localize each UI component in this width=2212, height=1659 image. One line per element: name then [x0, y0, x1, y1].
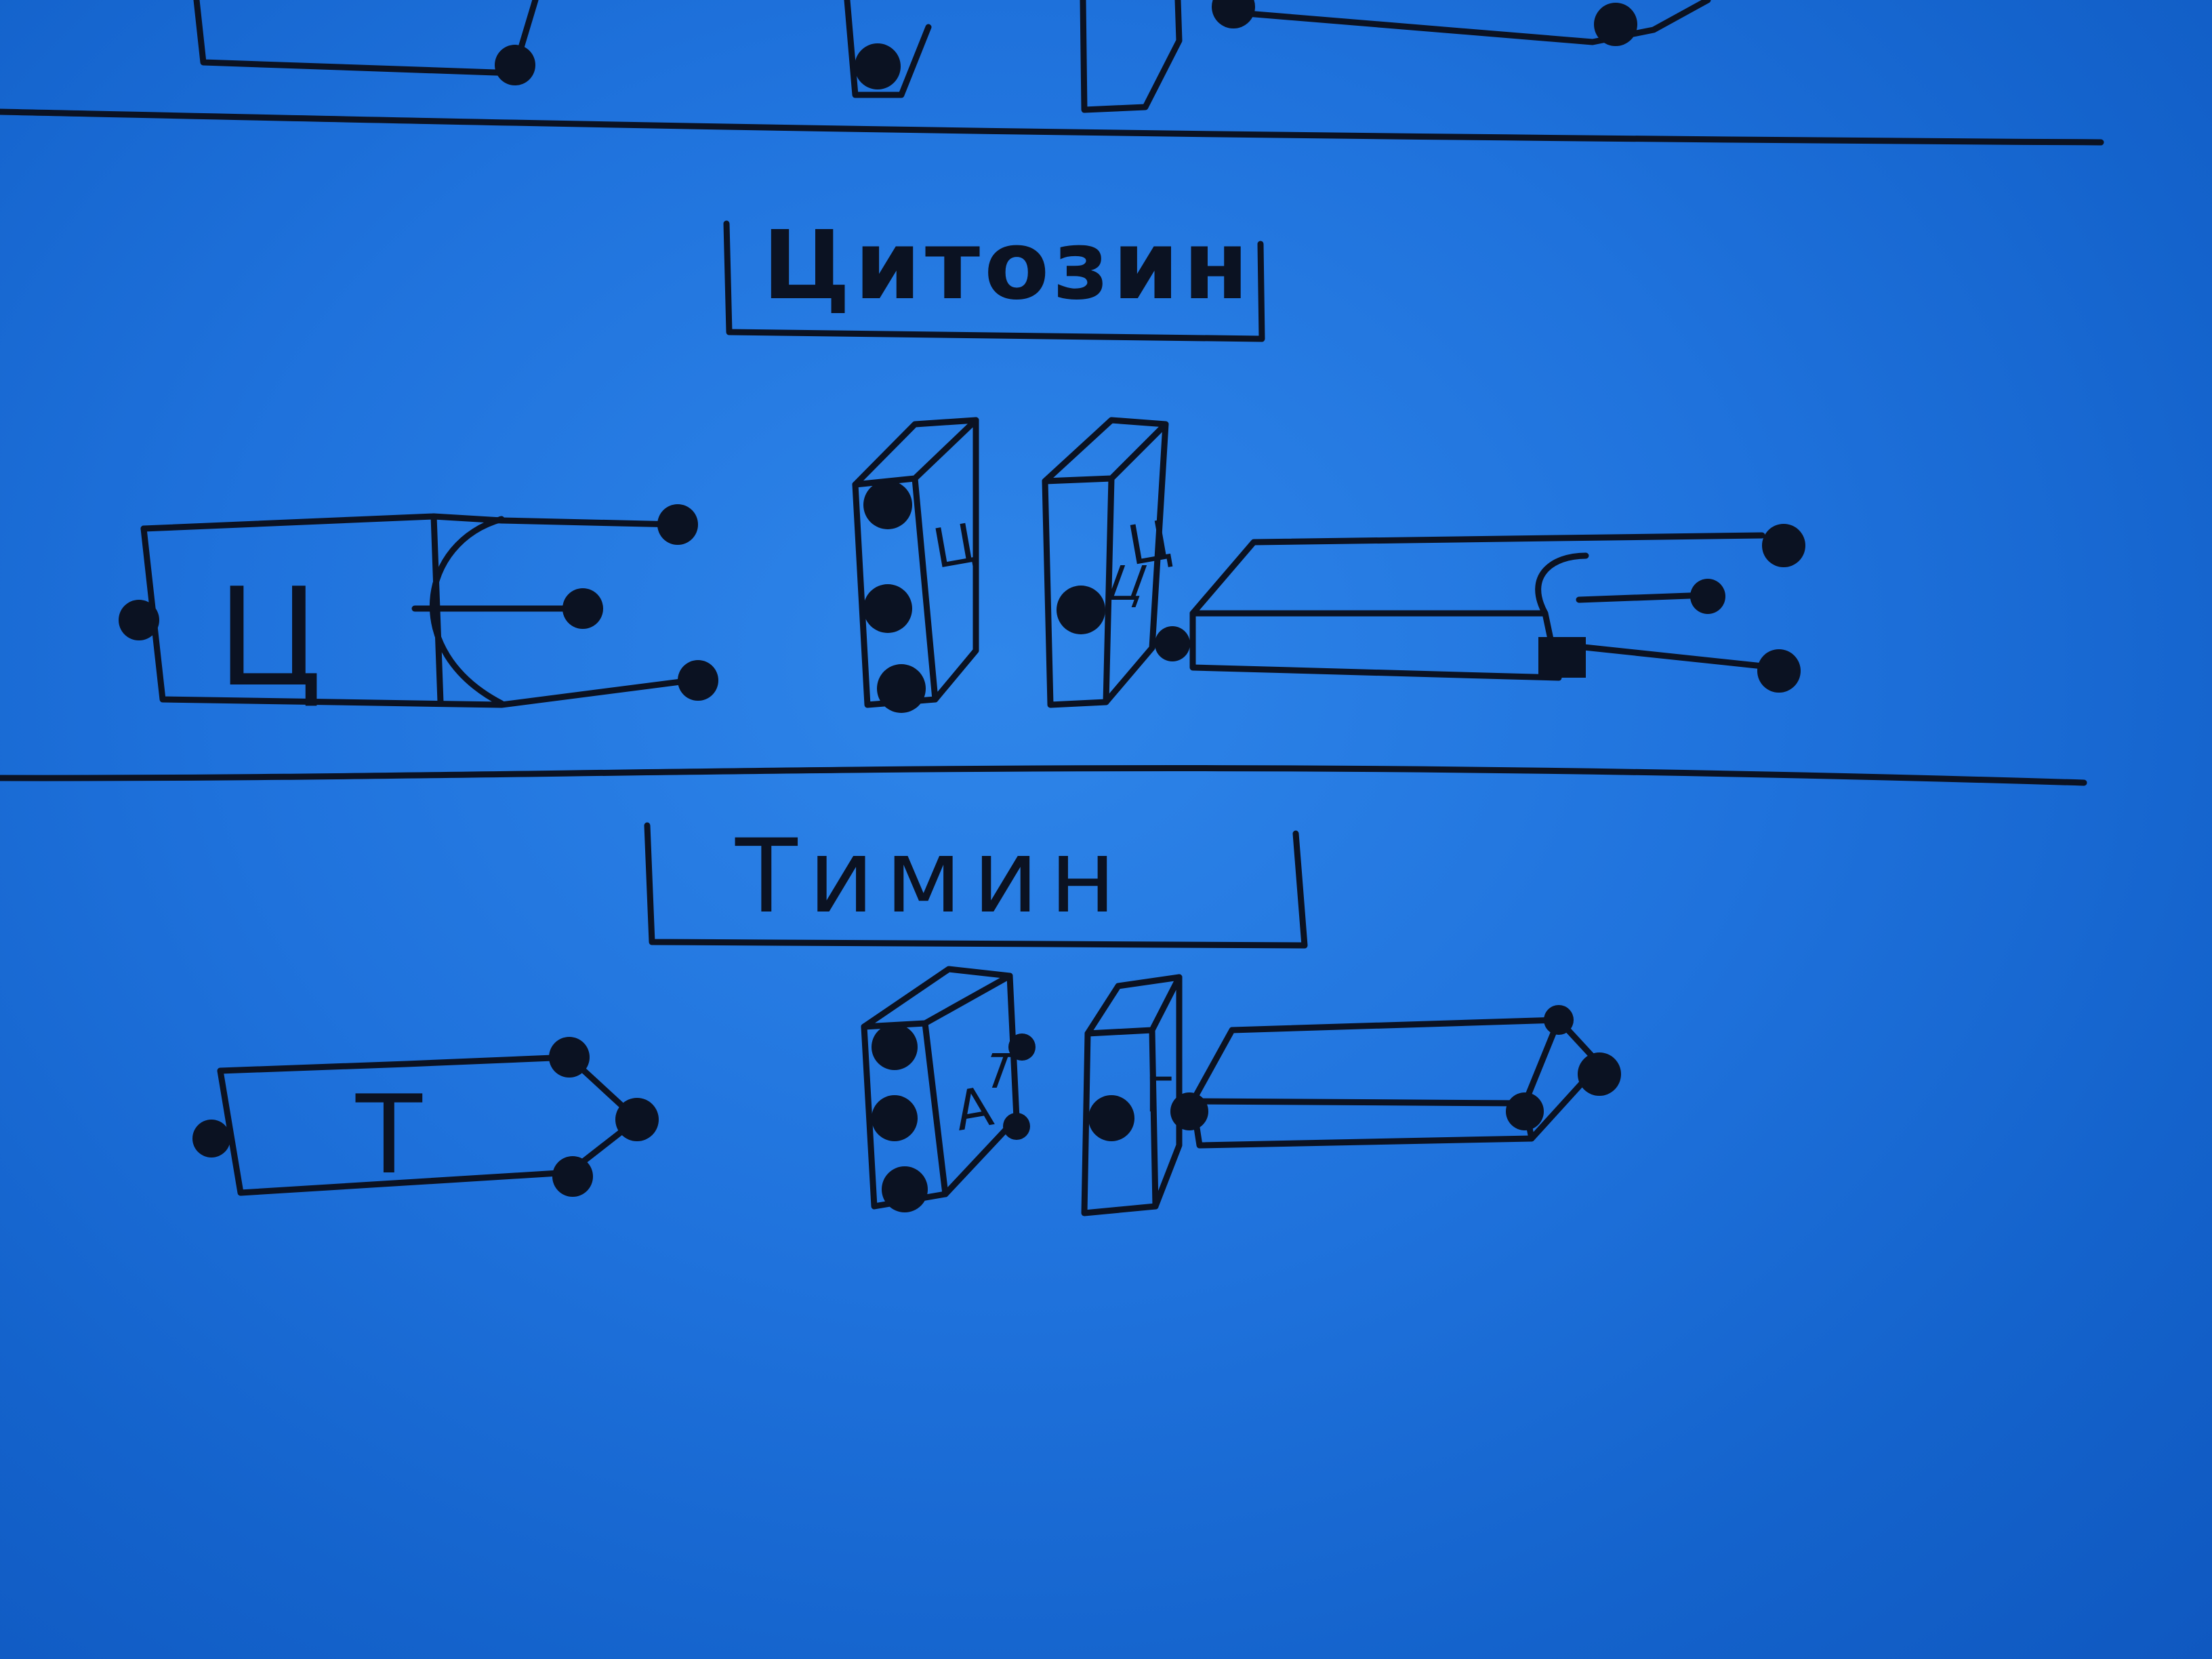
flat-block — [1189, 1098, 1535, 1149]
partial-cube — [844, 0, 932, 98]
title-bracket — [644, 822, 1308, 949]
cube-one-dot — [1042, 417, 1169, 708]
divider-line — [0, 108, 2104, 146]
section-thymine: Тимин Т А Г Т — [192, 818, 1621, 1216]
section-title: Тимин — [735, 818, 1127, 936]
connector-dot — [119, 600, 159, 640]
cube-label: Г — [1145, 1067, 1174, 1123]
title-bracket — [723, 220, 1265, 342]
connector-dot — [192, 1120, 230, 1158]
partial-cube-2 — [1080, 0, 1183, 113]
partial-flat — [1244, 0, 1711, 45]
partial-block — [193, 0, 518, 77]
block-symbol: Т — [355, 1071, 423, 1198]
block-symbol: Ц — [217, 559, 322, 717]
section-title: Цитозин — [762, 211, 1252, 321]
section-cytosine: Цитозин Ц Ц Ц Ц — [119, 211, 1805, 717]
cube-one-dot — [1081, 974, 1183, 1216]
cube-three-dot — [852, 417, 979, 708]
divider-line — [0, 765, 2087, 786]
previous-section-remnants — [193, 0, 1711, 113]
flat-block — [1189, 610, 1562, 681]
